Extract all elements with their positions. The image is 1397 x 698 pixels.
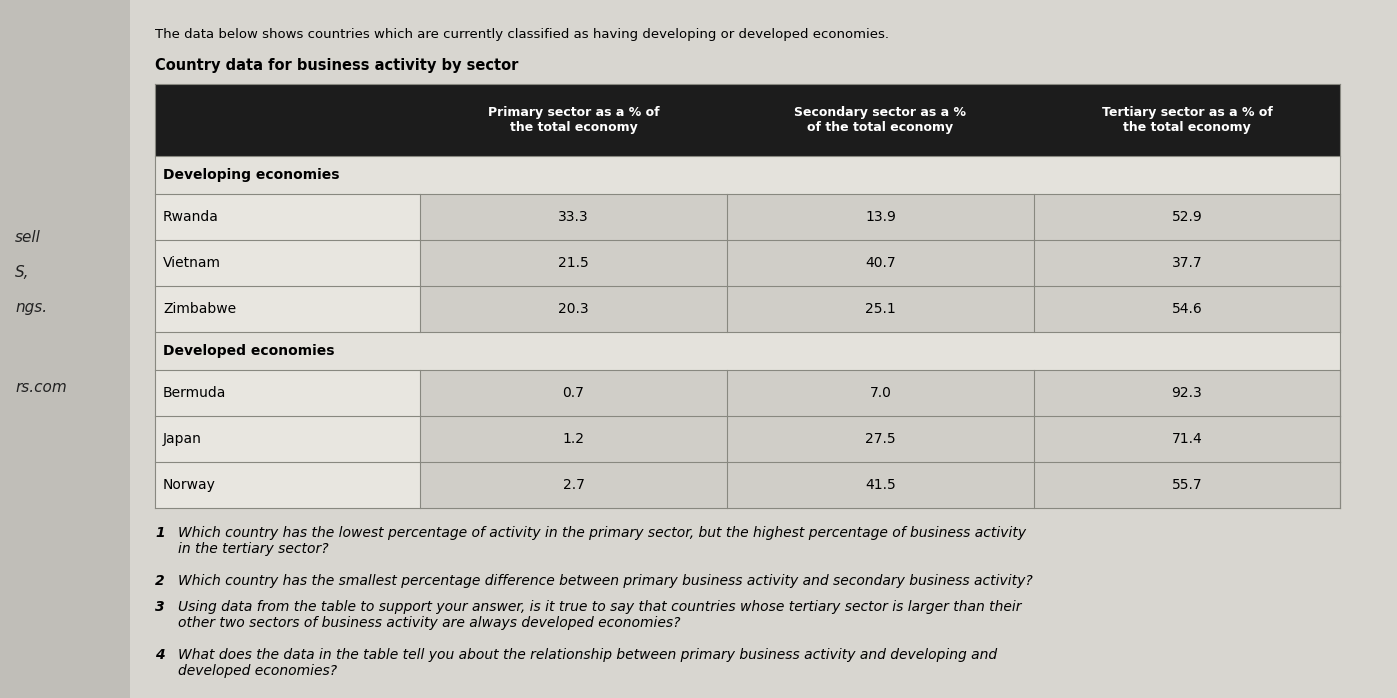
Text: 71.4: 71.4: [1172, 432, 1203, 446]
Bar: [726, 416, 1034, 462]
Text: Norway: Norway: [163, 478, 217, 492]
Text: 21.5: 21.5: [559, 256, 590, 270]
Text: 41.5: 41.5: [865, 478, 895, 492]
Bar: [1034, 370, 1340, 416]
Text: Country data for business activity by sector: Country data for business activity by se…: [155, 58, 518, 73]
Text: 37.7: 37.7: [1172, 256, 1203, 270]
Text: 1: 1: [155, 526, 165, 540]
Text: ngs.: ngs.: [15, 300, 47, 315]
Text: S,: S,: [15, 265, 29, 280]
Bar: [155, 194, 420, 240]
Text: 33.3: 33.3: [559, 210, 588, 224]
Text: 40.7: 40.7: [865, 256, 895, 270]
Bar: [155, 370, 420, 416]
Text: Developed economies: Developed economies: [163, 344, 334, 358]
Text: Using data from the table to support your answer, is it true to say that countri: Using data from the table to support you…: [177, 600, 1021, 630]
Bar: [1034, 286, 1340, 332]
Text: 2: 2: [155, 574, 165, 588]
Text: What does the data in the table tell you about the relationship between primary : What does the data in the table tell you…: [177, 648, 997, 678]
Text: Which country has the smallest percentage difference between primary business ac: Which country has the smallest percentag…: [177, 574, 1032, 588]
Bar: [155, 240, 420, 286]
Text: Secondary sector as a %
of the total economy: Secondary sector as a % of the total eco…: [795, 106, 967, 134]
Text: 92.3: 92.3: [1172, 386, 1203, 400]
Bar: [420, 370, 726, 416]
Text: 3: 3: [155, 600, 165, 614]
Bar: [420, 286, 726, 332]
Bar: [726, 370, 1034, 416]
Text: Zimbabwe: Zimbabwe: [163, 302, 236, 316]
Bar: [155, 286, 420, 332]
Bar: [420, 240, 726, 286]
Text: rs.com: rs.com: [15, 380, 67, 395]
Text: The data below shows countries which are currently classified as having developi: The data below shows countries which are…: [155, 28, 888, 41]
Text: sell: sell: [15, 230, 41, 245]
Text: 7.0: 7.0: [869, 386, 891, 400]
Bar: [420, 462, 726, 508]
Text: 54.6: 54.6: [1172, 302, 1203, 316]
Bar: [420, 194, 726, 240]
Text: 2.7: 2.7: [563, 478, 584, 492]
Bar: [1034, 462, 1340, 508]
Text: 0.7: 0.7: [563, 386, 584, 400]
Text: 55.7: 55.7: [1172, 478, 1203, 492]
Text: 1.2: 1.2: [563, 432, 584, 446]
Bar: [420, 416, 726, 462]
Bar: [1034, 194, 1340, 240]
Text: Tertiary sector as a % of
the total economy: Tertiary sector as a % of the total econ…: [1102, 106, 1273, 134]
Text: 13.9: 13.9: [865, 210, 895, 224]
Bar: [155, 84, 1340, 156]
Text: Japan: Japan: [163, 432, 203, 446]
Text: 52.9: 52.9: [1172, 210, 1203, 224]
Bar: [155, 462, 420, 508]
Bar: [1034, 416, 1340, 462]
Bar: [155, 156, 1340, 194]
Text: 20.3: 20.3: [559, 302, 588, 316]
Text: 27.5: 27.5: [865, 432, 895, 446]
Bar: [155, 416, 420, 462]
Text: Rwanda: Rwanda: [163, 210, 219, 224]
Text: Which country has the lowest percentage of activity in the primary sector, but t: Which country has the lowest percentage …: [177, 526, 1027, 556]
Bar: [726, 286, 1034, 332]
Bar: [155, 332, 1340, 370]
Bar: [726, 462, 1034, 508]
Bar: [0, 0, 130, 698]
Bar: [1034, 240, 1340, 286]
Bar: [726, 194, 1034, 240]
Text: Primary sector as a % of
the total economy: Primary sector as a % of the total econo…: [488, 106, 659, 134]
Text: Developing economies: Developing economies: [163, 168, 339, 182]
Text: Vietnam: Vietnam: [163, 256, 221, 270]
Text: Bermuda: Bermuda: [163, 386, 226, 400]
Bar: [726, 240, 1034, 286]
Text: 25.1: 25.1: [865, 302, 895, 316]
Text: 4: 4: [155, 648, 165, 662]
